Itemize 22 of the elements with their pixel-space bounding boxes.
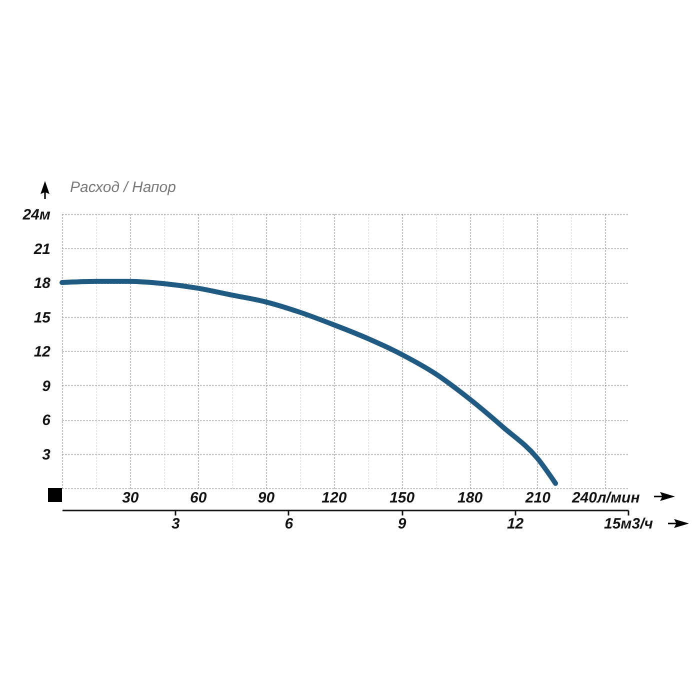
x-tick-label: 60 (190, 490, 208, 506)
y-tick-label: 24м (22, 206, 50, 224)
x-tick-label: 210 (524, 490, 552, 506)
x2-tick-label: 12 (506, 516, 524, 532)
y-tick-label: 21 (32, 240, 50, 258)
x-tick-label: 90 (258, 490, 276, 506)
y-tick-label: 9 (42, 378, 52, 395)
x-tick-label: 120 (322, 490, 348, 506)
y-tick-label: 12 (34, 344, 52, 360)
y-tick-label: 18 (34, 275, 52, 292)
chart-title: Расход / Напор (70, 179, 176, 196)
y-tick-label: 6 (42, 412, 52, 429)
x2-tick-label: 9 (398, 516, 407, 532)
x2-tick-label: 3 (172, 516, 181, 532)
x-tick-label: 180 (458, 490, 484, 506)
y-tick-label: 3 (42, 446, 52, 464)
y-tick-label: 15 (34, 309, 52, 326)
x-tick-label: 30 (122, 490, 140, 506)
x-tick-label: 240л/мин (570, 490, 640, 506)
x-tick-label: 150 (390, 490, 416, 506)
x2-tick-label: 15м3/ч (604, 516, 654, 532)
x2-tick-label: 6 (284, 516, 294, 532)
